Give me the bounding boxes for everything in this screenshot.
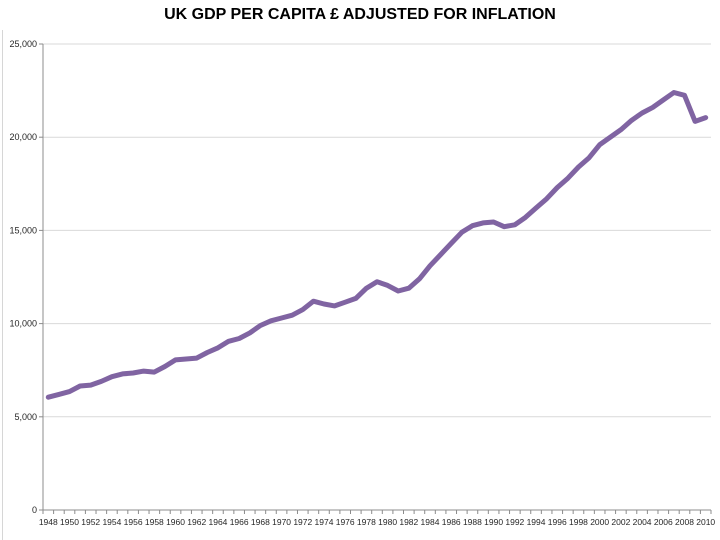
y-axis-label: 20,000 [9,132,37,142]
x-axis-label: 1972 [293,517,312,527]
x-axis-label: 1952 [81,517,100,527]
x-axis-label: 1980 [378,517,397,527]
x-axis-label: 2000 [590,517,609,527]
x-axis-label: 2008 [675,517,694,527]
gdp-line [45,90,709,400]
x-axis-label: 1990 [484,517,503,527]
x-axis-label: 1958 [145,517,164,527]
x-axis-label: 1966 [230,517,249,527]
y-axis-label: 15,000 [9,225,37,235]
x-axis-label: 1962 [187,517,206,527]
x-axis-label: 1986 [442,517,461,527]
x-axis-label: 1968 [251,517,270,527]
y-axis-label: 25,000 [9,39,37,49]
x-axis-label: 1992 [505,517,524,527]
x-axis-label: 1964 [208,517,227,527]
y-axis-label: 10,000 [9,319,37,329]
x-axis-label: 1994 [527,517,546,527]
x-axis-label: 1950 [60,517,79,527]
chart-title: UK GDP PER CAPITA £ ADJUSTED FOR INFLATI… [164,6,556,23]
x-axis-label: 1954 [102,517,121,527]
x-axis-label: 2010 [696,517,715,527]
x-axis-label: 1978 [357,517,376,527]
x-axis-label: 1956 [124,517,143,527]
x-axis-label: 1984 [421,517,440,527]
x-axis-label: 1998 [569,517,588,527]
x-axis-label: 2006 [654,517,673,527]
x-axis-label: 1960 [166,517,185,527]
y-axis-label: 5,000 [14,412,37,422]
x-axis-label: 1974 [315,517,334,527]
x-axis-label: 1996 [548,517,567,527]
x-axis-label: 2004 [633,517,652,527]
x-axis-label: 1970 [272,517,291,527]
y-axis-label: 0 [32,505,37,515]
left-border-line [2,30,3,540]
x-axis-label: 1948 [39,517,58,527]
x-axis-label: 2002 [611,517,630,527]
x-axis-label: 1988 [463,517,482,527]
x-axis-label: 1976 [336,517,355,527]
x-axis-label: 1982 [399,517,418,527]
